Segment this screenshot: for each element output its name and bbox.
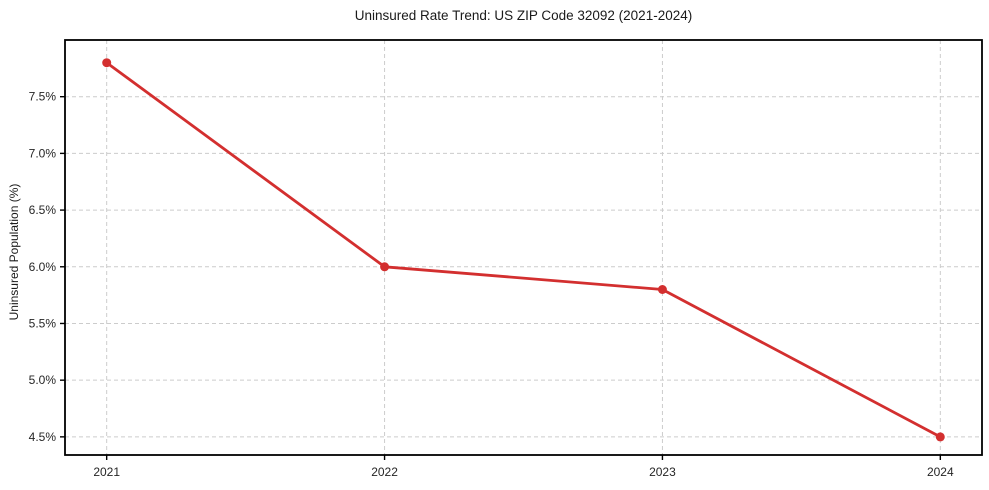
chart-title: Uninsured Rate Trend: US ZIP Code 32092 …: [354, 8, 693, 23]
y-tick-label: 7.0%: [29, 146, 57, 160]
y-tick-label: 4.5%: [29, 430, 57, 444]
data-point-2024: [935, 432, 945, 442]
y-tick-label: 6.0%: [29, 260, 57, 274]
data-point-2022: [380, 262, 390, 272]
x-tick-label: 2024: [927, 465, 954, 479]
data-point-2021: [102, 58, 112, 68]
data-point-2023: [657, 285, 667, 294]
x-tick-label: 2021: [93, 465, 120, 479]
trend-line: [105, 61, 942, 439]
x-tick-label: 2022: [371, 465, 398, 479]
y-tick-label: 6.5%: [29, 203, 57, 217]
plot-border: [64, 39, 983, 456]
y-tick-label: 5.5%: [29, 316, 57, 330]
x-tick-label: 2023: [649, 465, 676, 479]
y-tick-label: 5.0%: [29, 373, 57, 387]
y-tick-label: 7.5%: [29, 90, 57, 104]
